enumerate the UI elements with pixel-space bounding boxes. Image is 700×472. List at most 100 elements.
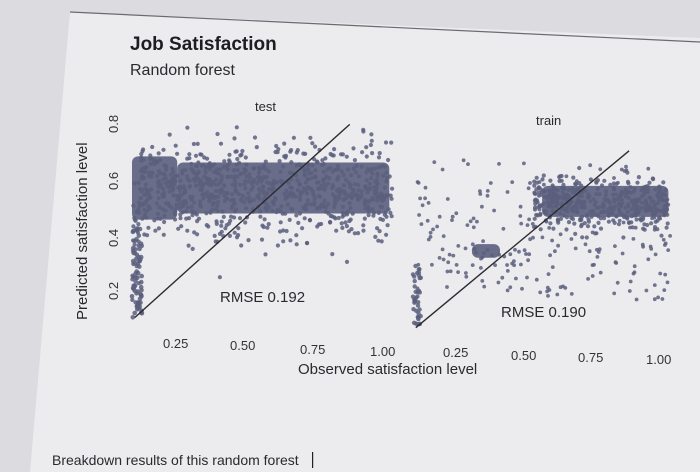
data-point: [225, 167, 230, 172]
data-point: [335, 177, 340, 182]
x-tick-label: 0.50: [511, 348, 536, 363]
data-point: [261, 163, 266, 168]
data-point: [598, 270, 603, 275]
data-point: [246, 179, 251, 184]
data-point: [360, 150, 365, 155]
data-point: [218, 167, 223, 172]
data-point: [146, 225, 151, 230]
data-point: [294, 163, 299, 168]
data-point: [384, 232, 389, 237]
data-point: [179, 186, 184, 191]
data-point: [154, 201, 159, 206]
data-point: [132, 283, 138, 288]
data-point: [612, 199, 617, 204]
data-point: [328, 220, 333, 225]
data-point: [368, 187, 373, 192]
data-point: [538, 290, 543, 295]
data-point: [541, 201, 546, 206]
data-point: [192, 230, 197, 235]
data-point: [431, 227, 435, 232]
data-point: [555, 188, 560, 193]
data-point: [653, 252, 658, 257]
data-point: [274, 209, 279, 215]
data-point: [538, 227, 543, 232]
data-point: [196, 160, 201, 165]
data-point: [566, 193, 571, 198]
data-point: [590, 274, 595, 278]
data-point: [192, 200, 197, 205]
data-point: [366, 206, 371, 211]
data-point: [371, 210, 377, 215]
data-point: [601, 205, 606, 210]
data-point: [243, 206, 249, 211]
data-point: [257, 170, 262, 175]
data-point: [156, 226, 161, 231]
data-point: [364, 145, 369, 150]
data-point: [218, 141, 224, 146]
data-point: [188, 184, 193, 189]
data-point: [207, 178, 212, 183]
data-point: [528, 237, 532, 242]
data-point: [556, 243, 560, 248]
data-point: [193, 183, 199, 188]
data-point: [134, 256, 139, 262]
data-point: [330, 183, 335, 188]
data-point: [410, 272, 416, 277]
data-point: [663, 187, 668, 193]
data-point: [132, 181, 137, 186]
data-point: [415, 303, 421, 308]
data-point: [496, 280, 501, 285]
data-point: [518, 204, 523, 209]
data-point: [190, 246, 195, 251]
data-point: [582, 221, 587, 226]
data-point: [579, 194, 584, 199]
data-point: [321, 202, 326, 207]
data-point: [350, 211, 355, 216]
data-point: [654, 206, 659, 211]
data-point: [310, 191, 315, 196]
x-tick-label: 0.25: [163, 336, 188, 351]
data-point: [170, 166, 175, 171]
data-point: [550, 209, 555, 214]
data-point: [413, 263, 418, 269]
data-point: [382, 185, 387, 190]
data-point: [214, 177, 219, 182]
data-point: [591, 208, 596, 214]
data-point: [308, 135, 313, 140]
data-point: [472, 247, 477, 252]
data-point: [162, 219, 167, 225]
data-point: [141, 157, 146, 162]
data-point: [148, 156, 153, 161]
data-point: [550, 265, 555, 269]
data-point: [136, 222, 141, 227]
data-point: [655, 192, 660, 198]
data-point: [375, 198, 380, 203]
data-point: [349, 173, 354, 178]
data-point: [143, 182, 149, 187]
chart-title: Job Satisfaction: [130, 34, 277, 55]
data-point: [485, 189, 490, 193]
data-point: [135, 270, 141, 276]
data-point: [640, 242, 645, 247]
data-point: [456, 270, 460, 274]
data-point: [416, 288, 422, 293]
data-point: [380, 217, 385, 222]
data-point: [658, 271, 663, 276]
data-point: [213, 239, 218, 244]
data-point: [165, 184, 170, 189]
data-point: [628, 279, 633, 284]
data-point: [370, 151, 375, 156]
data-point: [656, 200, 661, 205]
data-point: [647, 180, 652, 185]
data-point: [243, 186, 248, 191]
data-point: [132, 242, 137, 247]
data-point: [289, 160, 294, 165]
data-point: [570, 216, 576, 222]
data-point: [598, 167, 603, 172]
data-point: [647, 195, 652, 200]
data-point: [464, 271, 468, 275]
data-point: [164, 167, 169, 172]
data-point: [624, 164, 628, 169]
data-point: [645, 222, 650, 228]
